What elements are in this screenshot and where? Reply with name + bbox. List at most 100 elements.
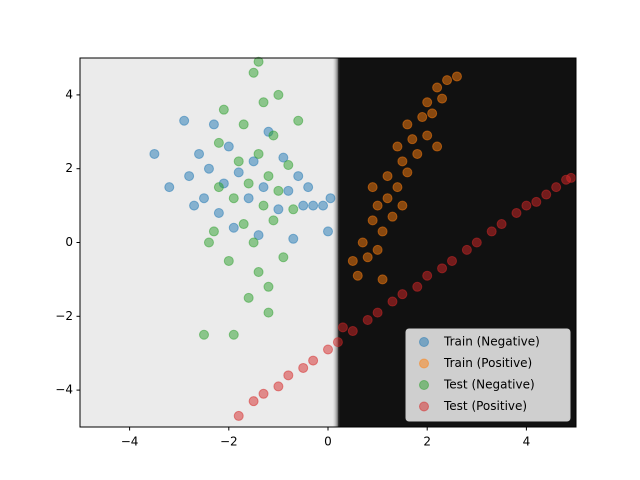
point xyxy=(248,67,259,78)
point xyxy=(372,244,383,255)
point xyxy=(303,182,314,193)
point xyxy=(566,172,577,183)
x-tick-label: −2 xyxy=(220,435,238,449)
point xyxy=(213,207,224,218)
point xyxy=(437,93,448,104)
point xyxy=(288,233,299,244)
point xyxy=(208,119,219,130)
legend-box xyxy=(405,328,571,422)
y-tick-label: 2 xyxy=(65,161,73,175)
point xyxy=(362,252,373,263)
point xyxy=(382,193,393,204)
point xyxy=(228,193,239,204)
point xyxy=(228,222,239,233)
point xyxy=(432,82,443,93)
point xyxy=(397,200,408,211)
point xyxy=(223,141,234,152)
point xyxy=(243,292,254,303)
point xyxy=(382,171,393,182)
point xyxy=(243,178,254,189)
point xyxy=(184,171,195,182)
point xyxy=(541,189,552,200)
point xyxy=(208,226,219,237)
point xyxy=(248,396,259,407)
point xyxy=(199,329,209,340)
point xyxy=(213,182,224,193)
point xyxy=(377,274,388,285)
point xyxy=(273,204,284,215)
point xyxy=(496,219,507,230)
point xyxy=(357,237,368,248)
point xyxy=(471,237,482,248)
point xyxy=(199,193,209,204)
point xyxy=(521,200,532,211)
point xyxy=(293,115,304,126)
point xyxy=(397,156,408,167)
y-tick-label: −4 xyxy=(55,383,73,397)
point xyxy=(377,226,388,237)
point xyxy=(402,119,413,130)
point xyxy=(447,255,457,266)
point xyxy=(253,56,264,67)
point xyxy=(352,270,363,281)
legend-marker xyxy=(419,401,429,412)
point xyxy=(387,211,398,222)
legend-label: Train (Negative) xyxy=(443,335,540,349)
point xyxy=(248,237,259,248)
point xyxy=(278,252,289,263)
point xyxy=(298,200,309,211)
point xyxy=(347,255,358,266)
point xyxy=(258,200,269,211)
point xyxy=(298,362,309,373)
point xyxy=(323,226,333,237)
point xyxy=(253,148,264,159)
point xyxy=(243,193,254,204)
point xyxy=(437,263,448,274)
point xyxy=(422,270,433,281)
point xyxy=(179,115,190,126)
point xyxy=(238,219,249,230)
point xyxy=(293,171,304,182)
point xyxy=(228,329,239,340)
point xyxy=(422,97,433,108)
point xyxy=(407,134,418,145)
point xyxy=(233,167,244,178)
point xyxy=(332,337,343,348)
point xyxy=(422,130,433,141)
point xyxy=(189,200,200,211)
point xyxy=(223,255,234,266)
point xyxy=(412,281,423,292)
y-tick-label: −2 xyxy=(55,309,73,323)
point xyxy=(248,156,259,167)
point xyxy=(551,182,562,193)
point xyxy=(203,163,214,174)
point xyxy=(288,204,299,215)
point xyxy=(372,307,383,318)
point xyxy=(417,112,428,123)
point xyxy=(461,244,472,255)
point xyxy=(278,152,289,163)
point xyxy=(149,148,160,159)
point xyxy=(362,314,373,325)
point xyxy=(308,355,319,366)
point xyxy=(273,185,284,196)
point xyxy=(203,237,214,248)
point xyxy=(511,207,522,218)
point xyxy=(397,289,408,300)
y-tick-label: 0 xyxy=(65,235,73,249)
point xyxy=(323,344,333,355)
point xyxy=(263,281,274,292)
point xyxy=(451,71,462,82)
point xyxy=(233,410,244,421)
point xyxy=(367,182,378,193)
point xyxy=(372,200,383,211)
point xyxy=(258,97,269,108)
point xyxy=(263,171,274,182)
point xyxy=(213,137,224,148)
legend-marker xyxy=(419,358,429,369)
point xyxy=(308,200,319,211)
x-tick-label: 4 xyxy=(523,435,531,449)
legend-marker xyxy=(419,380,429,390)
point xyxy=(283,160,294,171)
